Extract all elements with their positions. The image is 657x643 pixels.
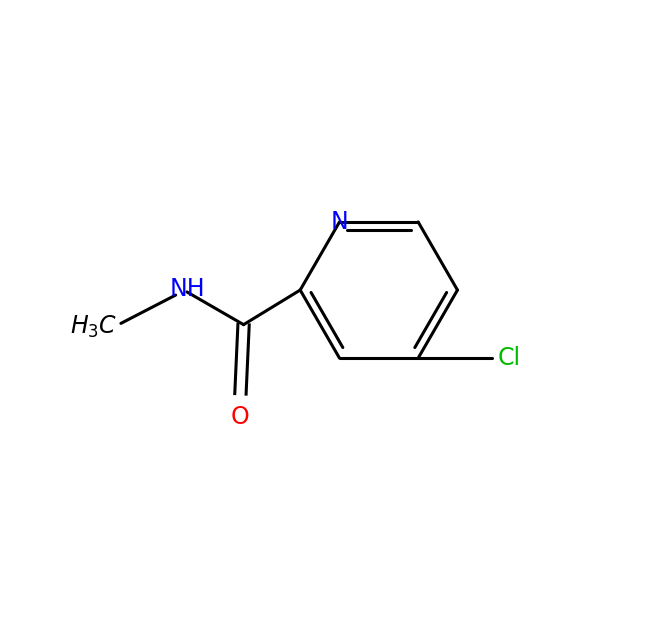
Text: NH: NH [169,276,205,301]
Text: Cl: Cl [498,346,521,370]
Text: N: N [330,210,348,234]
Text: O: O [231,405,250,429]
Text: $H_3C$: $H_3C$ [70,313,118,340]
